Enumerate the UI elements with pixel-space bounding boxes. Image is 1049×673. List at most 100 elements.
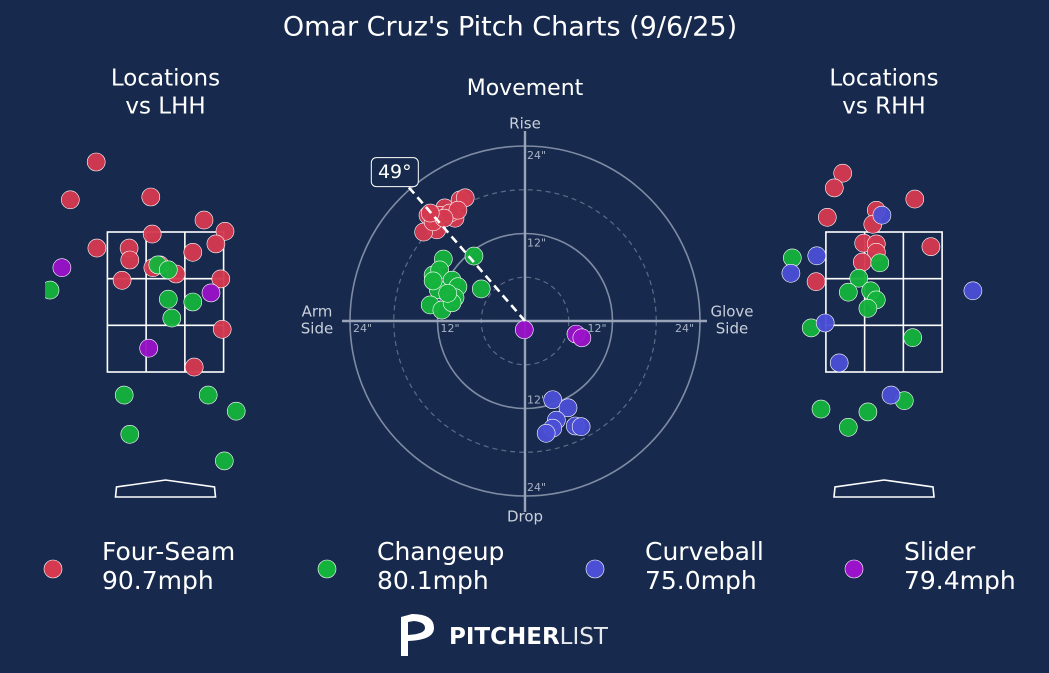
pitch-point [183, 292, 203, 312]
pitch-point [87, 238, 107, 258]
pitch-point [139, 338, 158, 358]
ring-label: 12" [588, 322, 607, 335]
brand: PITCHERLIST [449, 624, 609, 650]
pitch-point [903, 328, 923, 348]
pitch-point [206, 234, 226, 254]
pitch-point [212, 319, 232, 339]
angle-line [406, 184, 526, 322]
points [45, 152, 246, 471]
legend-marker [317, 559, 337, 579]
pitch-point [811, 399, 831, 419]
axis-label: Arm [302, 303, 333, 321]
pitch-point [184, 357, 204, 377]
angle-box [370, 157, 419, 188]
pitch-point [781, 263, 801, 283]
brand-bold: PITCHER [449, 624, 560, 650]
zone [825, 231, 943, 373]
points [781, 163, 983, 437]
pitch-point [159, 289, 178, 309]
pitch-point [112, 270, 132, 290]
legend-speed: 79.4mph [904, 566, 1016, 595]
pitch-point [829, 353, 849, 373]
pitch-point [872, 205, 892, 225]
pitch-point [438, 283, 458, 303]
ring-label: 12" [441, 322, 460, 335]
pitch-point [838, 417, 858, 437]
legend-name: Curveball [645, 537, 764, 566]
pitch-point [141, 187, 161, 207]
pitch-point [870, 253, 890, 273]
ring-label: 12" [527, 237, 546, 250]
pitch-point [448, 200, 468, 220]
home-plate [114, 479, 217, 498]
pitch-point [162, 308, 182, 328]
legend-speed: 80.1mph [377, 566, 489, 595]
pitch-point [572, 328, 592, 348]
ring-label: 24" [675, 322, 694, 335]
ring-label: 24" [527, 149, 546, 162]
axis-label: Glove [710, 303, 753, 321]
chart-title: vs LHH [125, 94, 205, 120]
ring-label: 24" [353, 322, 372, 335]
pitch-point [536, 423, 556, 443]
pitch-point [45, 280, 60, 300]
strike-zone [825, 231, 943, 373]
chart-title: Movement [467, 76, 584, 101]
pitch-point [815, 313, 835, 333]
pitch-point [211, 269, 231, 289]
legend-name: Slider [904, 537, 976, 566]
chart-title: Locations [111, 66, 220, 92]
pitch-point [52, 258, 72, 278]
legend-marker [43, 559, 63, 579]
chart-title: Locations [829, 66, 938, 92]
pitch-point [120, 250, 140, 270]
chart-title: vs RHH [842, 94, 925, 120]
pitch-point [905, 189, 925, 209]
pitch-point [514, 320, 534, 340]
pitch-point [849, 268, 869, 288]
legend-speed: 75.0mph [645, 566, 757, 595]
pitch-point [215, 222, 235, 241]
legend-name: Four-Seam [102, 537, 235, 566]
pitch-point [120, 424, 140, 444]
page-title: Omar Cruz's Pitch Charts (9/6/25) [283, 12, 737, 43]
axis-label: Rise [509, 115, 541, 133]
pitch-point [142, 224, 162, 244]
pitch-point [817, 208, 837, 227]
pitch-point [215, 451, 234, 471]
axis-label: Drop [507, 508, 543, 526]
pitch-point [824, 178, 844, 198]
pitch-point [833, 163, 853, 183]
pitch-point [571, 417, 591, 437]
legend-name: Changeup [377, 537, 504, 566]
pitch-point [61, 190, 80, 210]
ring-label: 24" [527, 481, 546, 494]
angle-label: 49° [378, 161, 412, 183]
pitch-point [159, 260, 178, 280]
pitch-point [858, 402, 878, 422]
legend-marker [844, 559, 864, 579]
pitch-point [858, 298, 878, 318]
pitch-point [838, 282, 858, 302]
pitch-point [226, 401, 246, 421]
legend-speed: 90.7mph [102, 566, 214, 595]
legend-marker [585, 559, 605, 579]
pitch-point [852, 252, 872, 272]
logo: PITCHERLIST [401, 614, 609, 656]
pitch-point [423, 271, 443, 291]
axis-label: Side [301, 320, 333, 338]
strike-zone [106, 231, 225, 373]
brand-light: LIST [560, 624, 609, 650]
pitch-point [921, 237, 941, 256]
pitch-point [194, 210, 214, 230]
pitch-point [543, 390, 563, 410]
pitch-point [963, 281, 983, 301]
pitch-point [86, 152, 106, 172]
pitch-point [114, 385, 134, 405]
pitch-point [183, 243, 203, 262]
axis-label: Side [716, 320, 748, 338]
ring-label: 12" [527, 394, 546, 407]
home-plate [833, 479, 935, 498]
pitch-point [558, 398, 578, 418]
pitch-point [806, 272, 826, 292]
